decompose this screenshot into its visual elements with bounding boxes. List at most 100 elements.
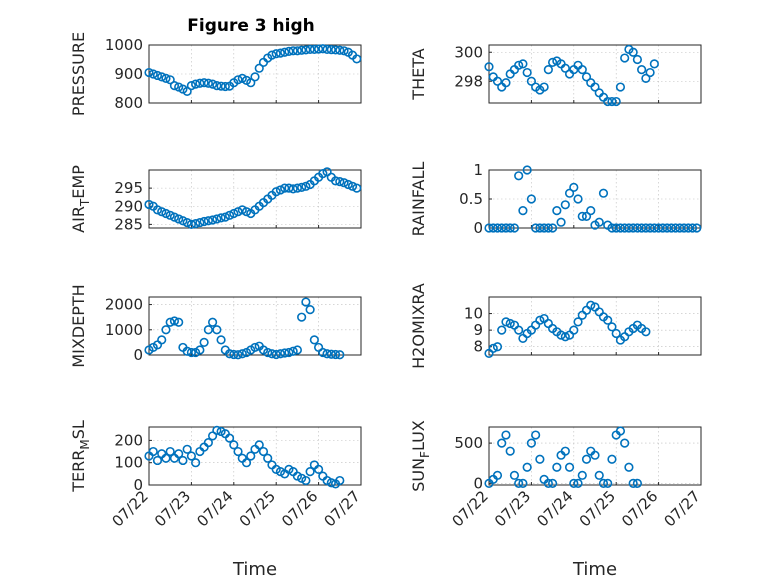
data-point xyxy=(501,78,511,88)
data-point xyxy=(161,208,171,219)
data-point xyxy=(514,171,524,181)
data-point xyxy=(679,223,689,233)
data-point xyxy=(687,223,698,233)
data-point xyxy=(157,207,167,217)
data-point xyxy=(199,216,209,227)
data-point xyxy=(216,213,226,223)
data-point xyxy=(297,182,307,192)
data-point xyxy=(233,350,243,360)
data-point xyxy=(263,347,273,358)
data-point xyxy=(267,460,277,470)
x-tick-label: 07/27 xyxy=(321,487,364,530)
data-point xyxy=(543,318,553,329)
data-point xyxy=(297,312,307,322)
data-point xyxy=(586,206,596,216)
data-point xyxy=(641,73,651,83)
data-point xyxy=(157,335,167,345)
data-point xyxy=(514,478,524,488)
data-point xyxy=(649,223,659,233)
y-tick-label: 0 xyxy=(133,476,143,494)
data-point xyxy=(322,349,332,359)
data-point xyxy=(216,335,226,345)
data-point xyxy=(224,210,235,220)
data-point xyxy=(632,478,643,488)
data-point xyxy=(288,46,298,56)
data-point xyxy=(607,454,617,464)
x-tick-label: 07/24 xyxy=(193,487,236,530)
data-point xyxy=(492,470,503,480)
data-point xyxy=(182,86,192,96)
data-point xyxy=(509,470,520,480)
data-point xyxy=(577,211,587,221)
data-point xyxy=(560,332,570,342)
data-point xyxy=(641,223,651,233)
data-point xyxy=(535,315,545,325)
data-point xyxy=(581,211,592,221)
data-point xyxy=(152,70,163,81)
data-point xyxy=(547,57,558,68)
data-point xyxy=(284,183,294,193)
data-point xyxy=(573,317,583,327)
y-tick-label: 285 xyxy=(114,215,143,233)
data-point xyxy=(645,67,655,78)
data-point xyxy=(182,346,192,356)
data-point xyxy=(305,467,315,477)
data-point xyxy=(501,317,511,327)
data-point xyxy=(258,446,269,457)
data-point xyxy=(237,453,247,463)
data-point xyxy=(203,438,213,448)
data-point xyxy=(169,80,180,91)
axes-box xyxy=(148,426,362,486)
data-point xyxy=(292,183,303,193)
y-tick-label: 0 xyxy=(473,219,483,237)
data-point xyxy=(492,223,503,233)
data-point xyxy=(203,216,213,226)
x-tick-label: 07/25 xyxy=(236,487,279,530)
series-rainfall xyxy=(484,165,702,233)
axes-box xyxy=(488,44,702,104)
data-point xyxy=(615,82,626,92)
data-point xyxy=(662,223,672,233)
data-point xyxy=(186,219,196,229)
y-axis-label: PRESSURE xyxy=(69,32,88,116)
data-point xyxy=(539,82,549,92)
data-point xyxy=(174,317,184,327)
data-point xyxy=(535,223,545,233)
data-point xyxy=(552,462,562,472)
y-tick-label: 800 xyxy=(114,94,143,112)
data-point xyxy=(169,316,180,326)
data-point xyxy=(505,223,515,233)
data-point xyxy=(309,335,319,345)
data-point xyxy=(607,322,617,332)
data-point xyxy=(178,216,188,226)
data-point xyxy=(169,453,180,463)
y-tick-label: 1 xyxy=(473,161,483,179)
data-point xyxy=(488,223,498,233)
data-point xyxy=(330,349,341,360)
data-point xyxy=(237,349,247,359)
data-point xyxy=(165,75,175,85)
axes-box xyxy=(148,296,362,356)
data-point xyxy=(484,223,494,233)
data-point xyxy=(484,62,494,72)
data-point xyxy=(598,478,609,488)
data-point xyxy=(318,347,328,358)
data-point xyxy=(267,50,277,60)
data-point xyxy=(263,453,273,463)
data-point xyxy=(581,72,592,82)
data-point xyxy=(275,185,286,195)
data-point xyxy=(271,349,281,360)
data-point xyxy=(280,348,290,358)
y-tick-label: 290 xyxy=(114,197,143,215)
data-point xyxy=(280,183,290,193)
data-point xyxy=(556,217,566,227)
data-point xyxy=(144,199,154,210)
data-point xyxy=(292,345,303,355)
y-tick-label: 200 xyxy=(114,431,143,449)
y-tick-label: 500 xyxy=(454,434,483,452)
data-point xyxy=(492,76,503,86)
data-point xyxy=(199,442,209,452)
data-point xyxy=(335,177,345,187)
data-point xyxy=(169,212,180,222)
data-point xyxy=(241,458,252,468)
